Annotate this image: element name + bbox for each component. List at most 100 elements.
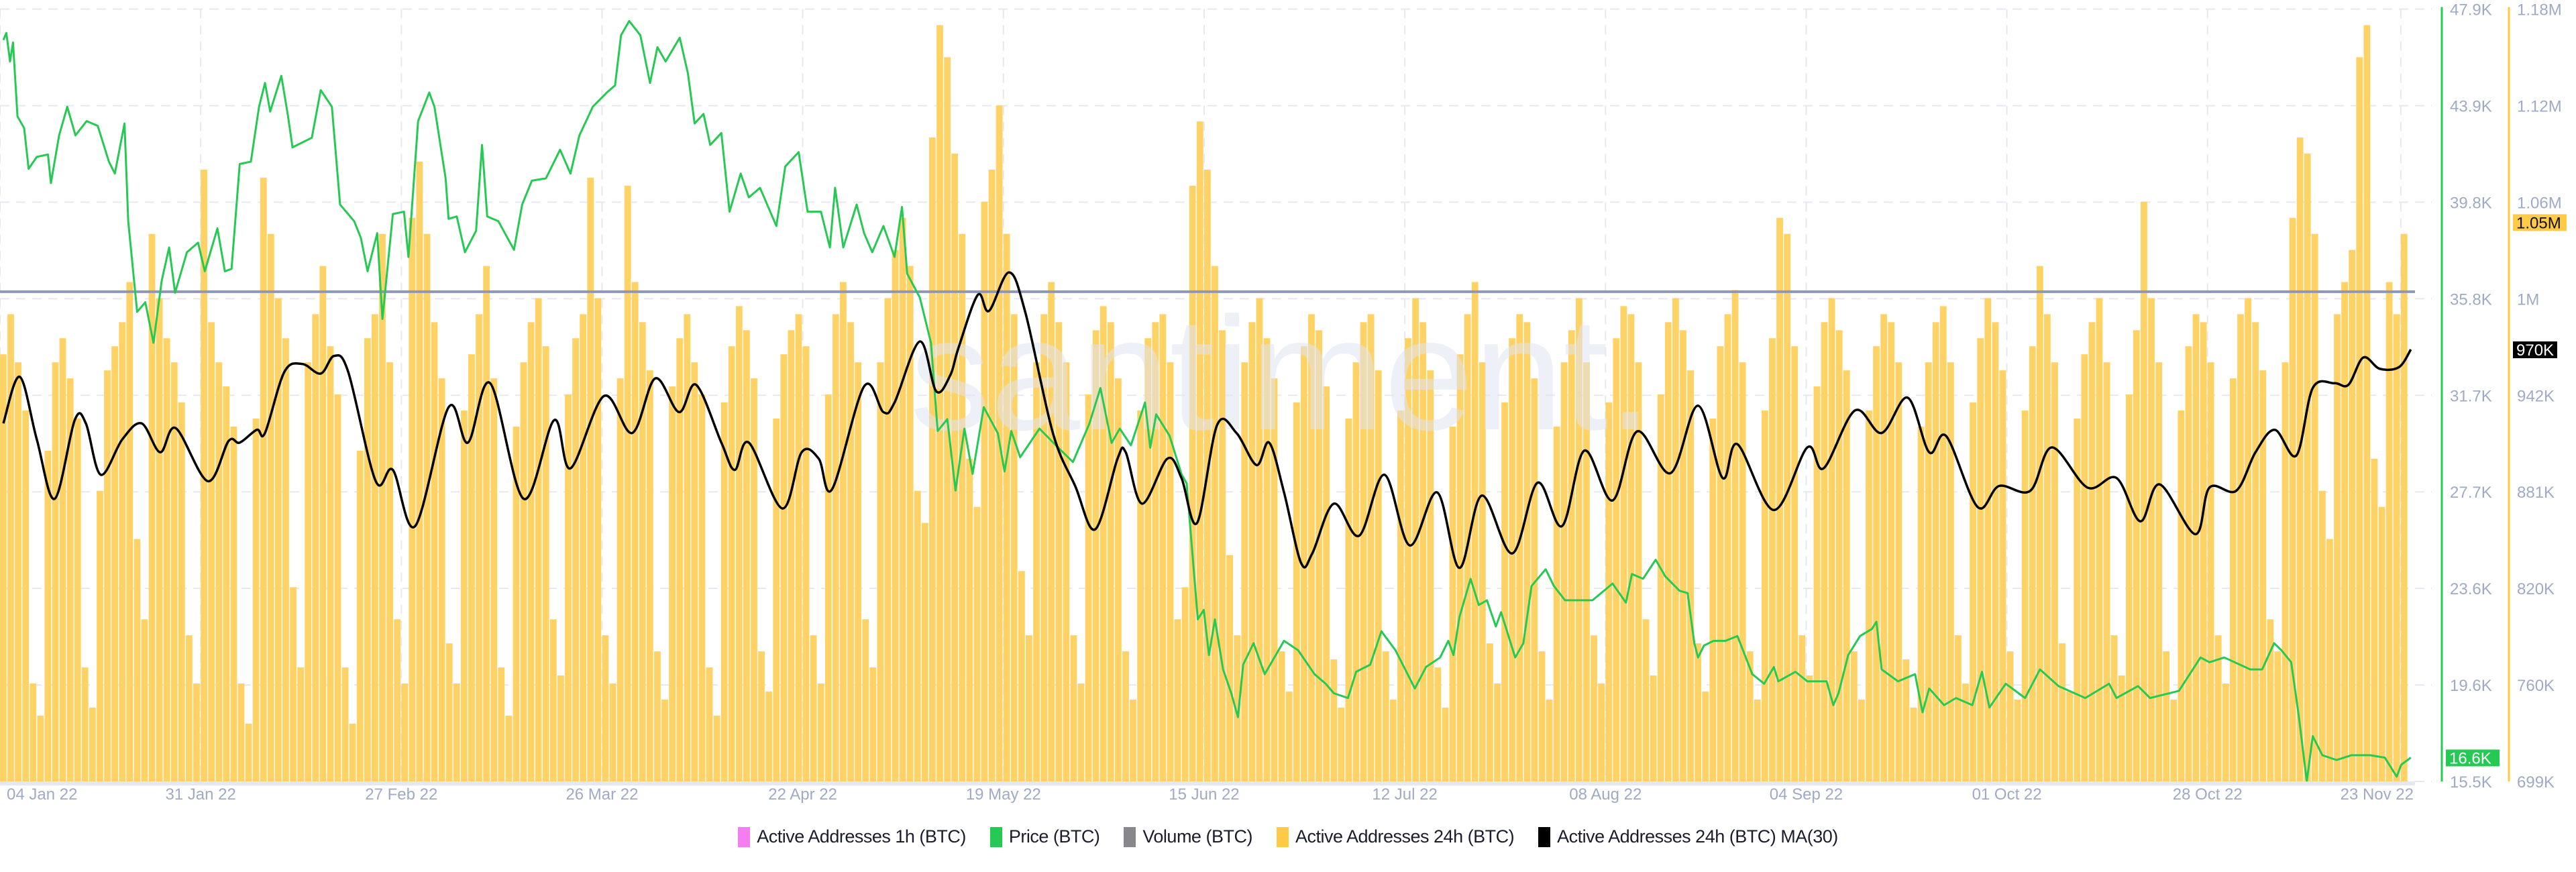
active-addresses-bar — [557, 675, 564, 781]
active-addresses-bar — [1858, 699, 1865, 781]
active-addresses-axis-tick-label: 1.06M — [2517, 194, 2562, 212]
active-addresses-bar — [349, 723, 356, 781]
active-addresses-bar — [743, 330, 750, 781]
active-addresses-axis-tick-label: 1.12M — [2517, 97, 2562, 115]
active-addresses-bar — [1241, 362, 1248, 781]
active-addresses-bar — [587, 177, 594, 781]
active-addresses-bar — [2385, 282, 2393, 781]
price-axis-tick-label: 19.6K — [2450, 677, 2492, 695]
active-addresses-bar — [1263, 338, 1271, 781]
active-addresses-bar — [1152, 322, 1159, 781]
active-addresses-bar — [1962, 683, 1969, 781]
active-addresses-bar — [319, 266, 327, 781]
active-addresses-bar — [1248, 322, 1256, 781]
active-addresses-bar — [1546, 699, 1553, 781]
active-addresses-axis-tick-label: 942K — [2517, 387, 2555, 405]
active-addresses-bar — [0, 354, 7, 781]
active-addresses-bar — [2349, 250, 2356, 781]
x-axis-tick-label: 31 Jan 22 — [165, 785, 235, 804]
x-axis-tick-label: 12 Jul 22 — [1372, 785, 1437, 804]
active-addresses-bar — [2214, 635, 2222, 781]
active-addresses-bar — [2021, 410, 2029, 781]
active-addresses-bar — [1866, 410, 1872, 781]
active-addresses-bar — [1494, 683, 1501, 781]
active-addresses-bar — [170, 362, 178, 781]
active-addresses-bar — [2185, 346, 2192, 781]
active-addresses-bar — [2141, 201, 2147, 782]
active-addresses-bar — [7, 314, 14, 781]
price-line-path — [2, 19, 2412, 783]
active-addresses-bar — [230, 426, 237, 781]
legend-item[interactable]: Active Addresses 24h (BTC) — [1276, 826, 1515, 847]
active-addresses-bar — [1063, 362, 1070, 781]
active-addresses-bar — [2267, 619, 2274, 781]
active-addresses-bar — [2125, 394, 2133, 781]
active-addresses-bar — [1664, 322, 1672, 781]
active-addresses-bar — [66, 378, 74, 781]
active-addresses-bar — [1746, 651, 1754, 781]
active-addresses-bar — [1999, 370, 2006, 781]
active-addresses-bar — [1702, 691, 1709, 781]
active-addresses-bar — [148, 233, 156, 782]
x-axis-tick-label: 01 Oct 22 — [1972, 785, 2042, 804]
active-addresses-bar — [104, 370, 111, 781]
active-addresses-bar — [1219, 330, 1226, 781]
active-addresses-bar — [1107, 322, 1114, 781]
active-addresses-bar — [1642, 619, 1650, 781]
active-addresses-bar — [201, 169, 207, 781]
active-addresses-bar — [2066, 691, 2074, 781]
active-addresses-bar — [1375, 370, 1382, 781]
active-addresses-bar — [290, 587, 297, 781]
legend-swatch-icon — [1276, 826, 1289, 847]
active-addresses-bar — [1992, 322, 1999, 781]
active-addresses-bar — [2334, 314, 2341, 781]
active-addresses-bar — [2051, 362, 2058, 781]
active-addresses-bar — [1635, 362, 1642, 781]
active-addresses-bar — [2237, 314, 2244, 781]
active-addresses-bar — [2311, 233, 2318, 782]
x-axis-tick-label: 26 Mar 22 — [566, 785, 638, 804]
active-addresses-bar — [1575, 298, 1582, 781]
active-addresses-bar — [691, 362, 698, 781]
active-addresses-bar — [2133, 330, 2140, 781]
active-addresses-bar — [208, 322, 215, 781]
active-addresses-bar — [1352, 362, 1360, 781]
active-addresses-bar — [2200, 322, 2207, 781]
x-axis-tick-label: 27 Feb 22 — [365, 785, 437, 804]
active-addresses-bar — [327, 346, 334, 781]
active-addresses-bar — [1791, 346, 1799, 781]
legend-item[interactable]: Active Addresses 1h (BTC) — [738, 826, 966, 847]
active-addresses-bar — [1189, 185, 1196, 781]
active-addresses-bar — [847, 322, 854, 781]
active-addresses-bar — [297, 667, 304, 781]
active-addresses-bar — [1137, 410, 1144, 781]
active-addresses-bar — [1754, 699, 1761, 781]
legend-item[interactable]: Price (BTC) — [989, 826, 1100, 847]
legend-item[interactable]: Active Addresses 24h (BTC) MA(30) — [1538, 826, 1838, 847]
active-addresses-bar — [1338, 707, 1345, 781]
active-addresses-bar — [1509, 338, 1516, 781]
active-addresses-bar — [1583, 362, 1590, 781]
active-addresses-bar — [356, 450, 364, 781]
active-addresses-bar — [1538, 651, 1546, 781]
active-addresses-bar — [2296, 138, 2304, 781]
active-addresses-bar — [30, 683, 37, 781]
active-addresses-bar — [453, 683, 460, 781]
active-addresses-bar — [97, 490, 103, 781]
legend-item[interactable]: Volume (BTC) — [1124, 826, 1252, 847]
legend-label: Active Addresses 24h (BTC) MA(30) — [1557, 826, 1838, 847]
active-addresses-bar — [81, 667, 89, 781]
active-addresses-bar — [802, 346, 810, 781]
active-addresses-bar — [669, 386, 676, 781]
active-addresses-bar — [832, 314, 839, 781]
active-addresses-bar — [1271, 378, 1278, 781]
active-addresses-bar — [2356, 57, 2363, 782]
legend-label: Active Addresses 1h (BTC) — [757, 826, 966, 847]
ma-line — [2, 271, 2412, 569]
active-addresses-bar — [1479, 362, 1486, 781]
active-addresses-bar — [1405, 338, 1411, 781]
active-addresses-bar — [1092, 330, 1099, 781]
active-addresses-bar — [1115, 378, 1122, 781]
last-value-badge — [2446, 749, 2500, 767]
